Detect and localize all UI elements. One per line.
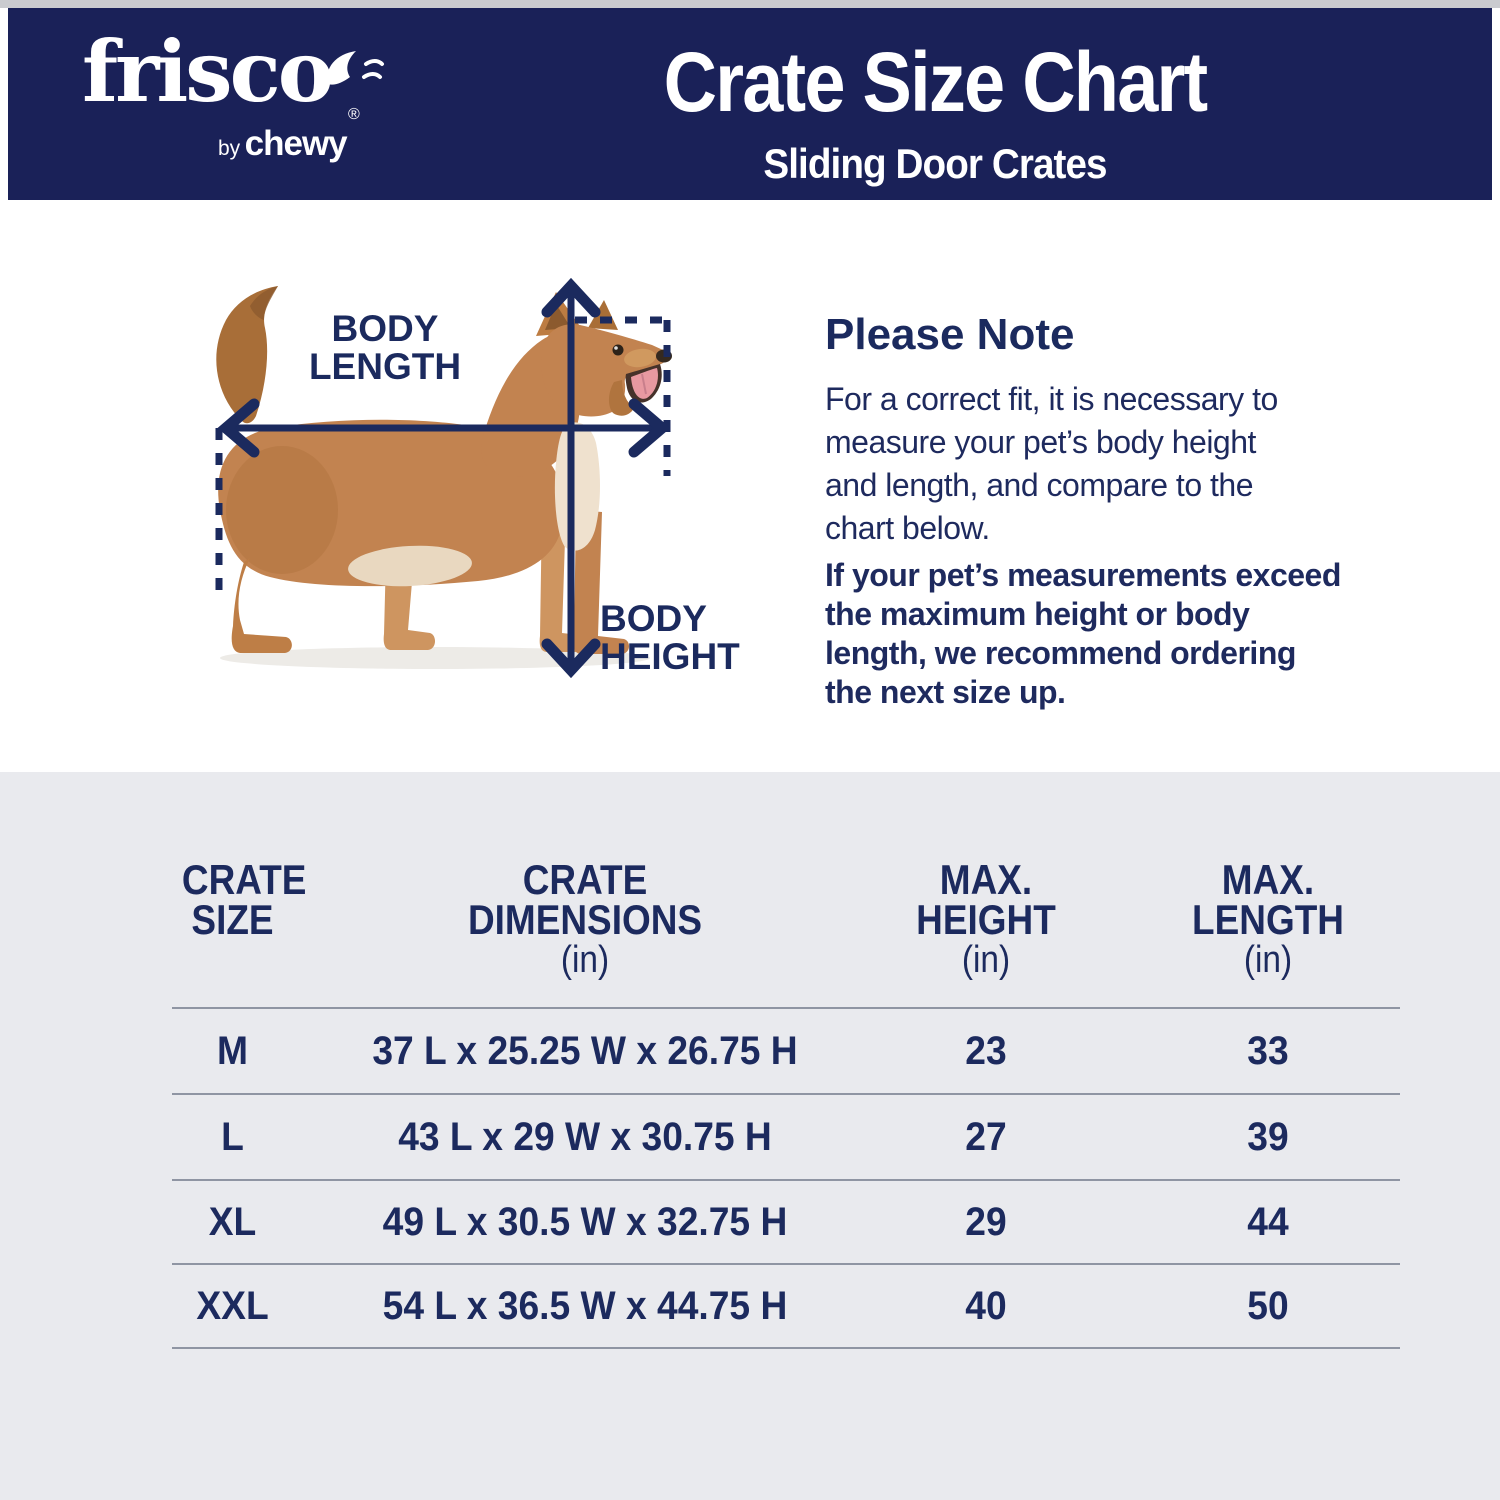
registered-mark: ® (348, 106, 360, 123)
table-header-row: CRATE SIZE CRATE DIMENSIONS (in) MAX. HE… (0, 856, 1500, 1000)
table-divider (172, 1263, 1400, 1265)
header-line: DIMENSIONS (467, 896, 703, 943)
dog-eye-glint (614, 346, 618, 350)
dog-muzzle-highlight (624, 348, 656, 368)
table-divider (172, 1179, 1400, 1181)
chewy-wordmark: chewy (244, 124, 348, 163)
header-line: CRATE (522, 856, 648, 903)
dog-front-leg-near (573, 510, 630, 654)
dog-tail (216, 286, 278, 424)
arrow-head-left-icon (217, 398, 260, 458)
frisco-wordmark: frisco (82, 22, 334, 121)
column-header-crate-dimensions: CRATE DIMENSIONS (in) (325, 856, 844, 981)
column-header-max-length: MAX. LENGTH (in) (1171, 856, 1365, 981)
cell-crate-dimensions: 54 L x 36.5 W x 44.75 H (382, 1284, 788, 1328)
note-paragraph-2: If your pet’s measurements exceed the ma… (825, 556, 1341, 712)
cell-crate-size: M (216, 1029, 248, 1073)
page-subtitle: Sliding Door Crates (763, 140, 1107, 187)
body-height-label: BODY HEIGHT (600, 600, 840, 676)
dog-ear-inner (545, 304, 571, 330)
page-title: Crate Size Chart (663, 35, 1209, 129)
table-row-xxl: XXL 54 L x 36.5 W x 44.75 H 40 50 (0, 1284, 1500, 1328)
body-length-line1: BODY (331, 308, 439, 349)
header-line: MAX. (939, 856, 1033, 903)
note-p2-line: the next size up. (825, 674, 1066, 710)
dog-chest-patch (554, 422, 600, 551)
by-chewy-line: by chewy (218, 124, 348, 164)
logo-flourish-icon (327, 51, 384, 85)
cell-max-length: 39 (1247, 1115, 1289, 1159)
cell-max-height: 27 (965, 1115, 1007, 1159)
cell-crate-size: XXL (196, 1284, 269, 1328)
cell-crate-dimensions: 43 L x 29 W x 30.75 H (398, 1115, 772, 1159)
by-text: by (218, 137, 241, 160)
cell-max-length: 50 (1247, 1284, 1289, 1328)
table-row-l: L 43 L x 29 W x 30.75 H 27 39 (0, 1115, 1500, 1159)
note-heading: Please Note (825, 310, 1075, 359)
dog-eye (612, 344, 624, 356)
dog-hind-leg-near (231, 558, 292, 653)
cell-max-height: 40 (965, 1284, 1007, 1328)
cell-crate-dimensions: 49 L x 30.5 W x 32.75 H (382, 1200, 788, 1244)
cell-crate-size: XL (208, 1200, 257, 1244)
measurement-arrows (215, 277, 671, 679)
body-height-line1: BODY (600, 598, 707, 639)
column-header-max-height: MAX. HEIGHT (in) (893, 856, 1080, 981)
table-divider (172, 1093, 1400, 1095)
header-unit: (in) (961, 939, 1011, 981)
dog-belly-patch (348, 545, 472, 587)
cell-crate-size: L (221, 1115, 244, 1159)
table-divider (172, 1007, 1400, 1009)
note-p2-line: If your pet’s measurements exceed (825, 557, 1341, 593)
header-banner: frisco ® by chewy Crate Size Chart Slidi… (8, 8, 1492, 200)
table-section-background (0, 772, 1500, 1500)
cell-crate-dimensions: 37 L x 25.25 W x 26.75 H (372, 1029, 798, 1073)
body-length-line2: LENGTH (308, 346, 462, 387)
arrow-head-right-icon (628, 398, 671, 458)
cell-max-length: 44 (1247, 1200, 1289, 1244)
dog-shadow (220, 647, 650, 669)
header-line: MAX. (1221, 856, 1315, 903)
cell-max-length: 33 (1247, 1029, 1289, 1073)
arrow-head-down-icon (541, 638, 601, 679)
body-height-line2: HEIGHT (600, 636, 740, 677)
dog-tongue-crease (641, 373, 647, 395)
table-row-m: M 37 L x 25.25 W x 26.75 H 23 33 (0, 1029, 1500, 1073)
note-p2-line: the maximum height or body (825, 596, 1250, 632)
header-line: SIZE (191, 896, 274, 943)
column-header-crate-size: CRATE SIZE (181, 856, 307, 943)
header-line: CRATE (181, 856, 307, 903)
dog-thigh (226, 446, 338, 574)
header-unit: (in) (1243, 939, 1293, 981)
dog-illustration (215, 277, 672, 679)
arrow-head-up-icon (541, 277, 601, 318)
top-border (0, 0, 1500, 8)
note-p2-line: length, we recommend ordering (825, 635, 1296, 671)
note-p1-line: chart below. (825, 510, 990, 546)
header-line: LENGTH (1192, 896, 1344, 943)
dog-chin (608, 380, 634, 416)
cell-max-height: 29 (965, 1200, 1007, 1244)
note-p1-line: For a correct fit, it is necessary to (825, 381, 1278, 417)
table-divider (172, 1347, 1400, 1349)
body-length-label: BODY LENGTH (296, 310, 474, 386)
note-p1-line: and length, and compare to the (825, 467, 1253, 503)
header-unit: (in) (560, 939, 610, 981)
note-p1-line: measure your pet’s body height (825, 424, 1256, 460)
cell-max-height: 23 (965, 1029, 1007, 1073)
note-paragraph-1: For a correct fit, it is necessary to me… (825, 378, 1278, 550)
header-line: HEIGHT (916, 896, 1056, 943)
table-row-xl: XL 49 L x 30.5 W x 32.75 H 29 44 (0, 1200, 1500, 1244)
